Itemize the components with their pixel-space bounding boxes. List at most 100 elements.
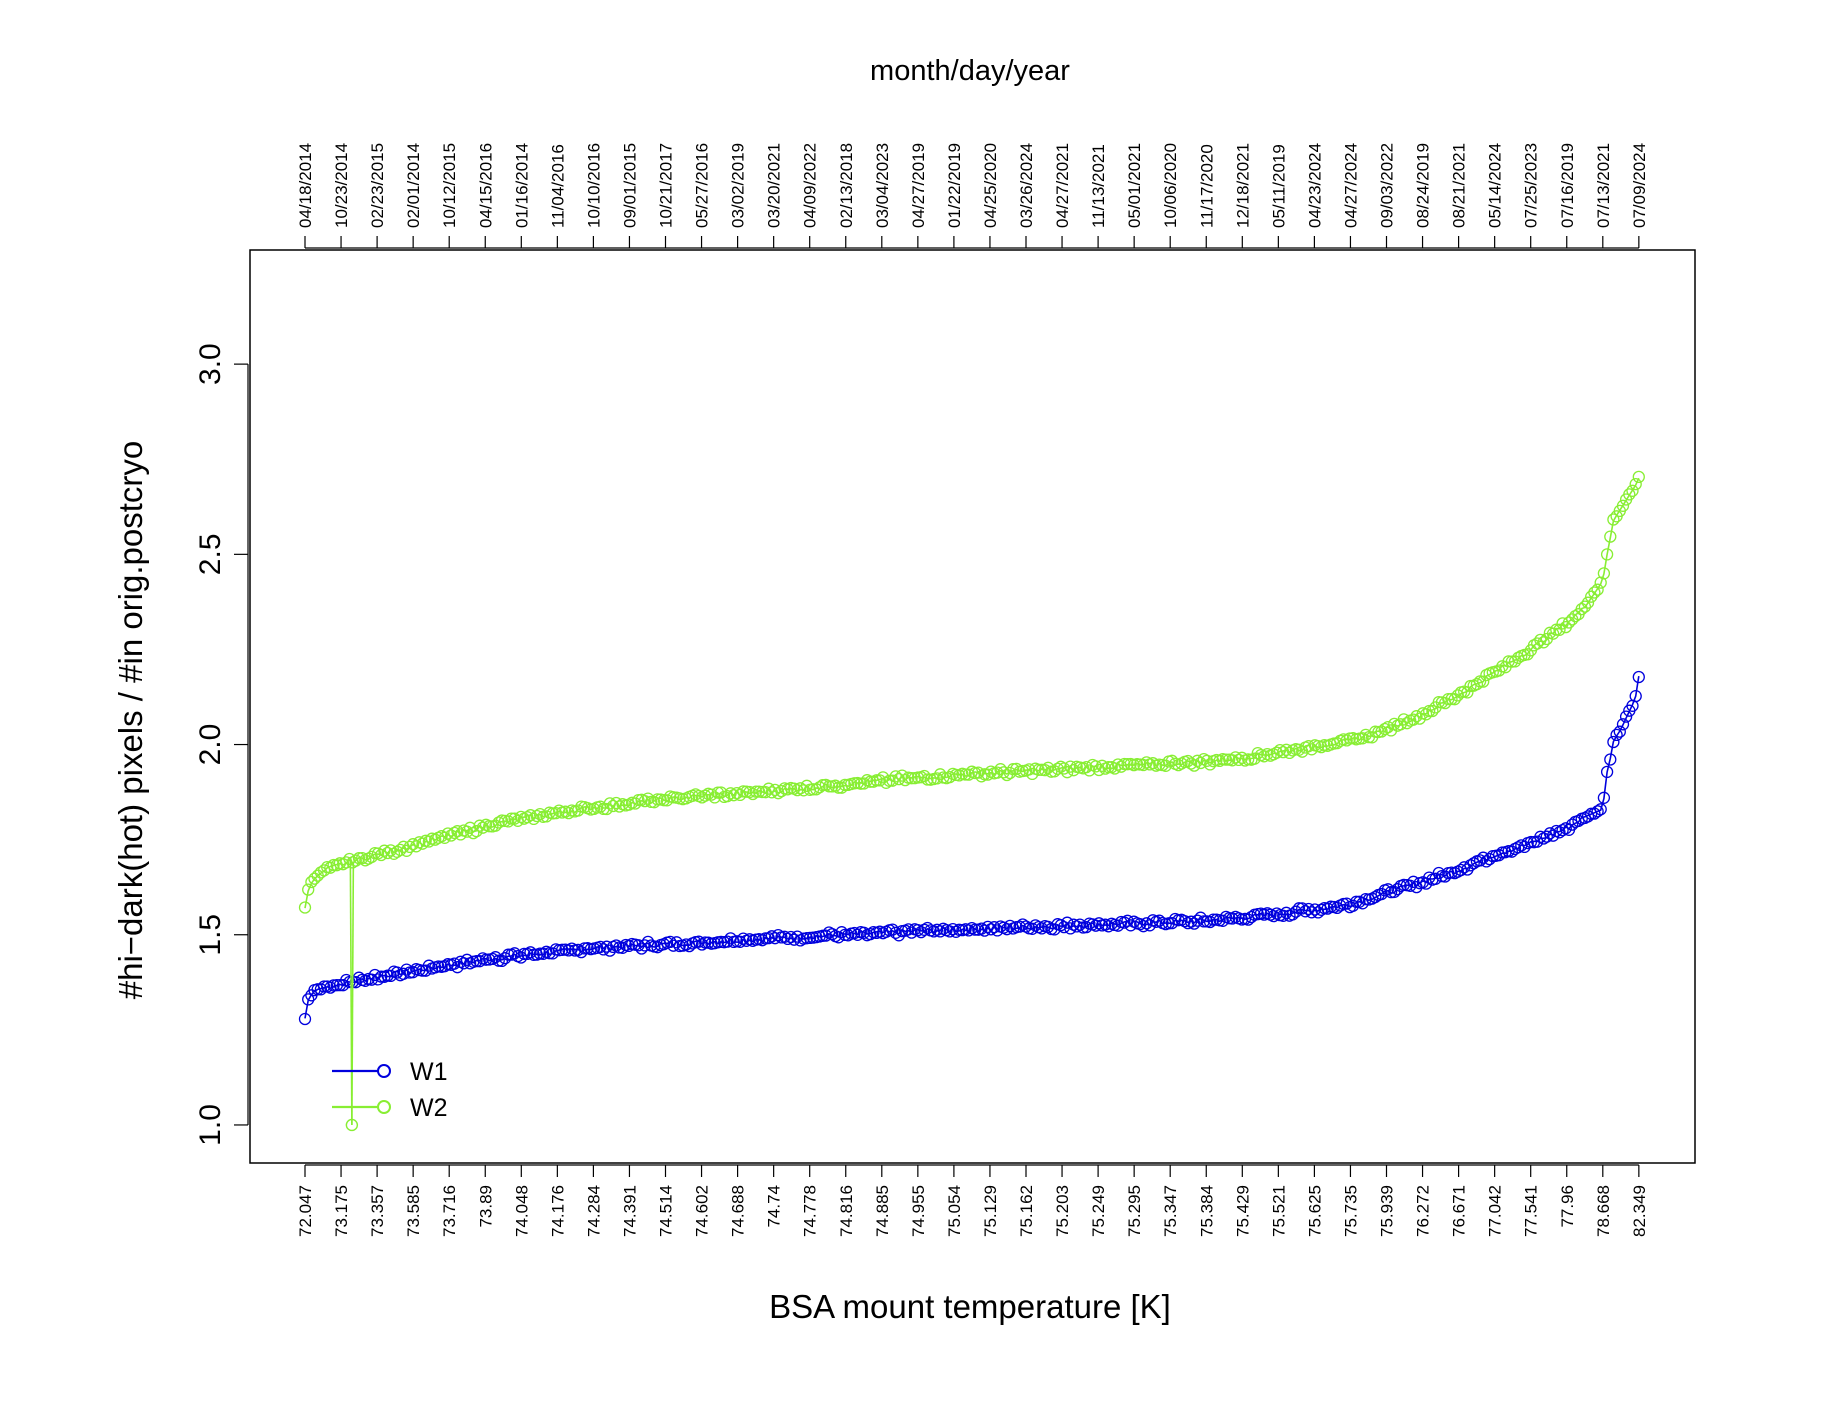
data-point (508, 947, 521, 960)
data-point (1492, 664, 1506, 677)
top-tick-label: 03/20/2021 (765, 143, 784, 228)
top-tick-label: 03/04/2023 (873, 143, 892, 228)
data-point (381, 846, 394, 860)
data-point (1010, 762, 1023, 776)
data-point (1378, 722, 1391, 736)
data-point (1619, 710, 1633, 723)
data-point (1445, 692, 1458, 706)
data-point (1600, 765, 1614, 779)
x-tick-label: 74.885 (873, 1185, 892, 1237)
data-point (733, 935, 747, 948)
data-point (1137, 920, 1150, 933)
x-tick-label: 74.284 (584, 1185, 603, 1237)
data-point (883, 774, 896, 787)
data-point (537, 947, 550, 960)
data-point (1632, 470, 1645, 484)
data-point (1623, 488, 1636, 501)
data-point (889, 926, 902, 939)
data-point (1340, 734, 1353, 747)
data-point (724, 787, 737, 800)
data-point (667, 939, 680, 952)
data-point (1115, 760, 1128, 773)
data-point (962, 768, 975, 781)
data-point (1280, 743, 1293, 756)
data-point (302, 883, 315, 896)
x-tick-label: 73.716 (440, 1185, 459, 1237)
data-point (606, 799, 620, 813)
y-axis-title: #hi−dark(hot) pixels / #in orig.postcryo (112, 441, 149, 1000)
data-point (737, 932, 750, 945)
top-tick-label: 11/13/2021 (1089, 144, 1108, 228)
data-point (975, 770, 988, 783)
top-tick-label: 10/06/2020 (1161, 143, 1180, 228)
data-point (1292, 902, 1306, 915)
data-point (460, 825, 474, 838)
data-point-outlier (345, 1118, 359, 1132)
x-tick-label: 76.272 (1414, 1185, 1433, 1237)
data-point (1057, 762, 1071, 775)
series-w2 (298, 470, 1645, 1132)
data-point (1080, 920, 1093, 934)
data-point (317, 864, 331, 877)
data-point (1080, 760, 1093, 774)
top-tick-label: 03/26/2024 (1017, 143, 1036, 228)
data-point (1404, 879, 1417, 892)
data-point (1375, 725, 1388, 738)
x-tick-label: 74.602 (693, 1185, 712, 1237)
x-tick-label: 75.129 (981, 1185, 1000, 1237)
x-tick-label: 75.203 (1053, 1185, 1072, 1237)
data-point (768, 932, 782, 945)
data-point (1597, 567, 1611, 580)
y-tick-label: 3.0 (194, 343, 227, 385)
data-point (1400, 717, 1414, 730)
data-point (902, 923, 915, 936)
data-point (524, 809, 537, 822)
data-point (651, 793, 664, 806)
data-point (613, 800, 626, 813)
data-point (498, 952, 512, 965)
x-tick-label: 73.175 (332, 1185, 351, 1237)
data-point (1473, 854, 1487, 867)
data-point (444, 829, 458, 842)
data-point (1280, 906, 1293, 919)
x-tick-label: 73.585 (404, 1185, 423, 1237)
data-point (988, 921, 1001, 934)
data-point (410, 840, 423, 853)
data-point (629, 797, 642, 810)
data-point (1521, 648, 1534, 661)
data-point (1226, 754, 1239, 767)
data-point (1153, 914, 1166, 927)
data-point (1629, 689, 1642, 703)
data-point (422, 959, 436, 972)
data-point (330, 979, 343, 992)
top-tick-label: 05/27/2016 (693, 143, 712, 228)
data-point (397, 840, 410, 853)
data-point (1140, 917, 1153, 930)
data-point (1219, 753, 1233, 766)
data-point (759, 786, 772, 799)
data-point (1305, 906, 1318, 919)
data-point (905, 926, 918, 939)
x-tick-label: 75.625 (1305, 1185, 1324, 1237)
top-tick-label: 05/14/2024 (1486, 143, 1505, 228)
top-tick-label: 07/16/2019 (1558, 143, 1577, 228)
data-point (749, 785, 763, 798)
data-point (880, 776, 893, 789)
top-tick-label: 05/11/2019 (1269, 144, 1288, 228)
data-point (911, 923, 925, 937)
data-point (473, 819, 486, 832)
data-point (991, 924, 1004, 937)
data-point (829, 779, 842, 792)
data-point (819, 929, 832, 942)
data-point (1235, 751, 1249, 764)
data-point (1111, 758, 1125, 771)
data-point (298, 901, 312, 914)
outlier-line (351, 861, 355, 1125)
data-point (1429, 872, 1442, 885)
data-point (1448, 693, 1461, 706)
x-tick-label: 75.054 (945, 1185, 964, 1237)
data-point (870, 774, 883, 787)
top-axis-title: month/day/year (870, 55, 1070, 87)
